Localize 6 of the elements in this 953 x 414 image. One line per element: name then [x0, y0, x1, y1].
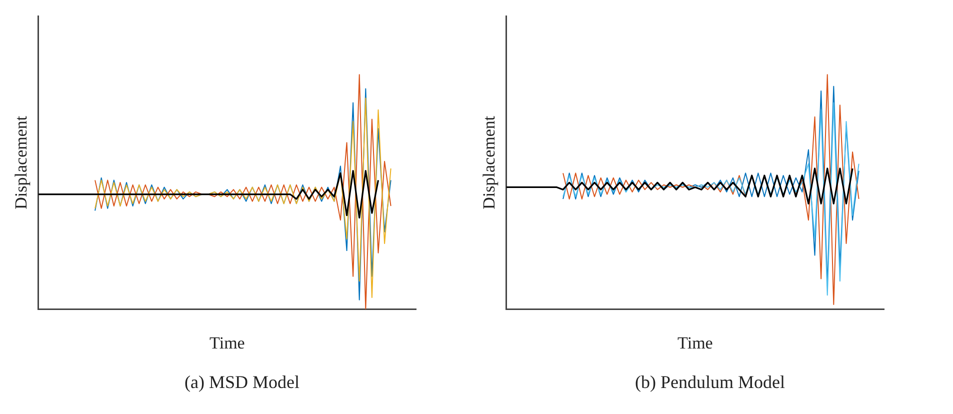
- x-axis-title: Time: [210, 333, 245, 352]
- text: (a) MSD Model: [184, 372, 300, 393]
- y-axis-title: Displacement: [12, 116, 31, 210]
- x-axis-title: Time: [678, 333, 713, 352]
- text: (b) Pendulum Model: [635, 372, 785, 393]
- y-axis-title: Displacement: [480, 116, 499, 210]
